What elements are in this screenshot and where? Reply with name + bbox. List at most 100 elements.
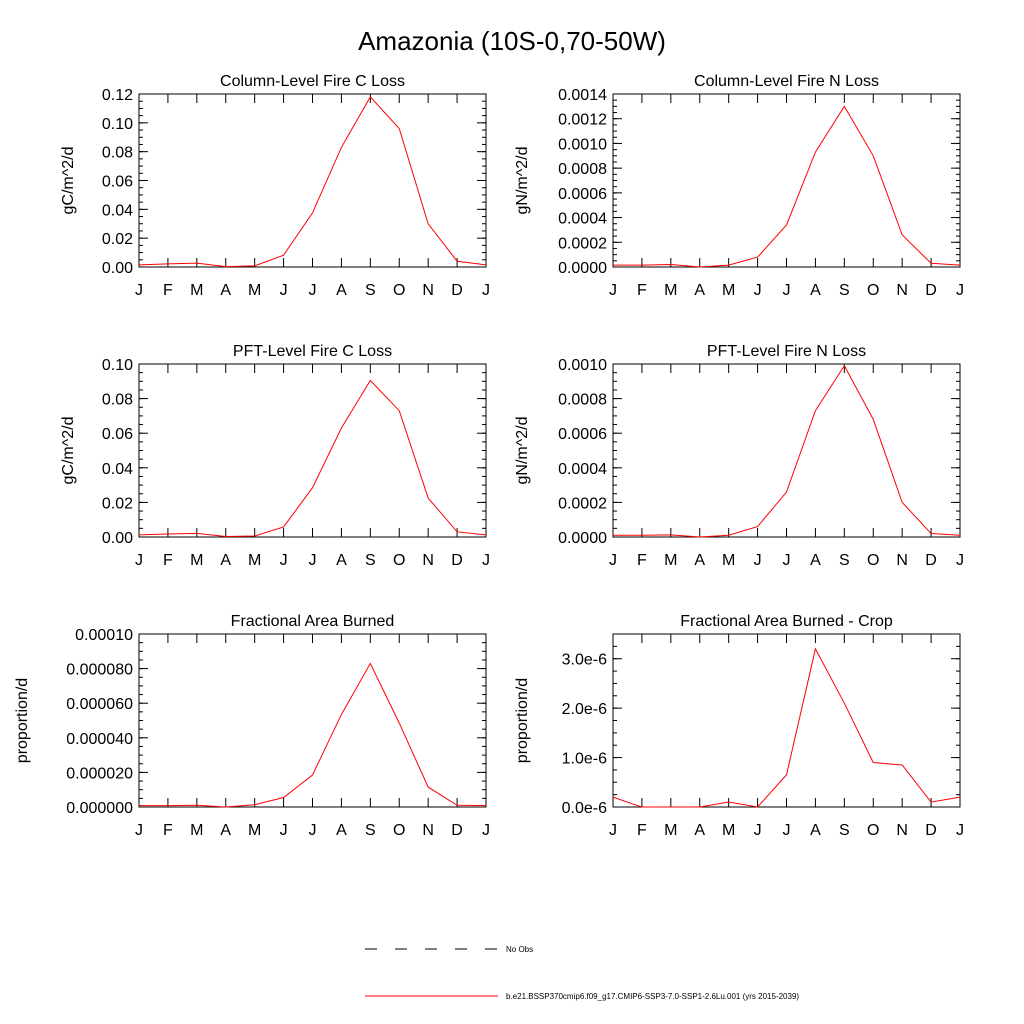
y-tick-label: 0.0006: [558, 426, 607, 443]
x-tick-label: F: [637, 282, 647, 299]
y-tick-label: 0.04: [102, 202, 133, 219]
y-tick-label: 0.0004: [558, 461, 607, 478]
y-tick-label: 0.12: [102, 87, 133, 104]
plot-frame: [138, 363, 487, 538]
x-tick-label: J: [609, 282, 617, 299]
x-tick-label: J: [280, 552, 288, 569]
y-tick-label: 3.0e-6: [562, 652, 607, 669]
x-tick-label: A: [810, 822, 821, 839]
x-tick-label: O: [867, 282, 879, 299]
x-tick-label: D: [925, 282, 937, 299]
y-tick-label: 0.0e-6: [562, 800, 607, 817]
x-tick-label: J: [135, 552, 143, 569]
x-tick-label: A: [336, 822, 347, 839]
x-tick-label: S: [839, 282, 850, 299]
y-axis-label: gC/m^2/d: [60, 147, 77, 215]
x-tick-label: A: [810, 282, 821, 299]
chart-title: Column-Level Fire C Loss: [220, 73, 405, 90]
y-tick-label: 0.10: [102, 357, 133, 374]
x-tick-label: J: [482, 822, 490, 839]
x-tick-label: M: [190, 822, 203, 839]
page-title: Amazonia (10S-0,70-50W): [358, 26, 666, 56]
x-tick-label: O: [393, 552, 405, 569]
plot-frame: [612, 363, 961, 538]
x-tick-label: J: [609, 822, 617, 839]
y-axis-label: gC/m^2/d: [60, 417, 77, 485]
y-tick-label: 0.000020: [66, 765, 133, 782]
y-axis-label: proportion/d: [14, 678, 31, 763]
x-tick-label: F: [163, 282, 173, 299]
x-tick-label: S: [839, 822, 850, 839]
y-tick-label: 0.00: [102, 530, 133, 547]
x-tick-label: N: [896, 822, 908, 839]
y-axis-label: gN/m^2/d: [514, 147, 531, 215]
x-tick-label: S: [365, 822, 376, 839]
x-tick-label: O: [393, 282, 405, 299]
y-tick-label: 0.0004: [558, 211, 607, 228]
y-tick-label: 0.08: [102, 145, 133, 162]
x-tick-label: S: [365, 282, 376, 299]
y-tick-label: 0.000060: [66, 696, 133, 713]
x-tick-label: D: [451, 282, 463, 299]
series-line: [139, 662, 487, 808]
y-tick-label: 1.0e-6: [562, 751, 607, 768]
x-tick-label: M: [664, 822, 677, 839]
y-tick-label: 2.0e-6: [562, 701, 607, 718]
x-tick-label: J: [482, 282, 490, 299]
y-tick-label: 0.02: [102, 231, 133, 248]
x-tick-label: S: [839, 552, 850, 569]
series-line: [613, 105, 961, 268]
x-tick-label: M: [664, 282, 677, 299]
x-tick-label: F: [637, 552, 647, 569]
x-tick-label: O: [867, 552, 879, 569]
x-tick-label: O: [867, 822, 879, 839]
chart-title: Column-Level Fire N Loss: [694, 73, 879, 90]
x-tick-label: A: [220, 282, 231, 299]
plot-frame: [138, 93, 487, 268]
legend: No Obs b.e21.BSSP370cmip6.f09_g17.CMIP6-…: [365, 945, 799, 1001]
y-tick-label: 0.0000: [558, 530, 607, 547]
x-tick-label: M: [664, 552, 677, 569]
chart-title: PFT-Level Fire N Loss: [707, 343, 866, 360]
x-tick-label: J: [783, 282, 791, 299]
y-tick-label: 0.10: [102, 116, 133, 133]
x-tick-label: A: [220, 552, 231, 569]
y-tick-label: 0.0000: [558, 260, 607, 277]
plot-frame: [138, 633, 487, 808]
series-line: [138, 96, 487, 268]
x-tick-label: A: [220, 822, 231, 839]
y-tick-label: 0.00: [102, 260, 133, 277]
y-tick-label: 0.000080: [66, 662, 133, 679]
legend-label-no-obs: No Obs: [506, 945, 533, 954]
y-tick-label: 0.0008: [558, 161, 607, 178]
x-tick-label: J: [783, 552, 791, 569]
x-tick-label: A: [336, 552, 347, 569]
x-tick-label: F: [637, 822, 647, 839]
x-tick-label: J: [956, 552, 964, 569]
x-tick-label: M: [722, 282, 735, 299]
x-tick-label: D: [451, 822, 463, 839]
x-tick-label: J: [956, 822, 964, 839]
x-tick-label: M: [722, 552, 735, 569]
x-tick-label: J: [280, 822, 288, 839]
x-tick-label: J: [482, 552, 490, 569]
y-axis-label: proportion/d: [514, 678, 531, 763]
x-tick-label: J: [754, 552, 762, 569]
y-tick-label: 0.02: [102, 495, 133, 512]
y-tick-label: 0.0006: [558, 186, 607, 203]
x-tick-label: N: [422, 282, 434, 299]
x-tick-label: A: [336, 282, 347, 299]
x-tick-label: N: [896, 282, 908, 299]
series-line: [138, 379, 487, 537]
y-tick-label: 0.000040: [66, 731, 133, 748]
x-tick-label: A: [694, 552, 705, 569]
x-tick-label: A: [694, 282, 705, 299]
x-tick-label: M: [248, 822, 261, 839]
y-tick-label: 0.06: [102, 426, 133, 443]
